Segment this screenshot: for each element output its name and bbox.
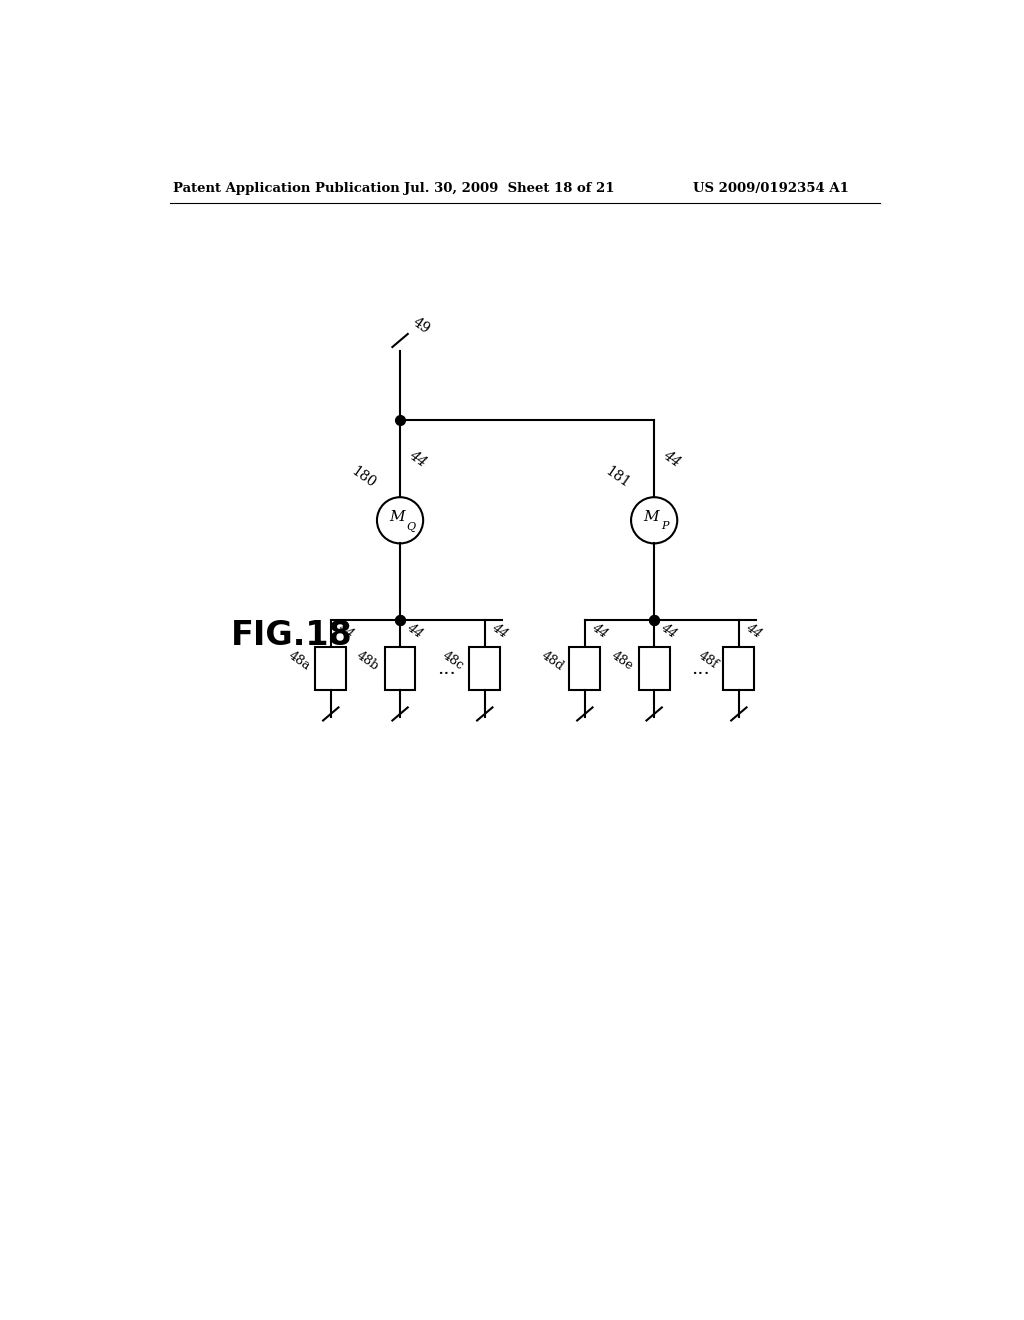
Text: 48e: 48e: [609, 649, 636, 673]
Text: 180: 180: [349, 465, 379, 491]
Text: 48a: 48a: [286, 649, 312, 673]
Text: 44: 44: [336, 622, 356, 642]
Text: FIG.18: FIG.18: [230, 619, 352, 652]
Text: 48b: 48b: [354, 649, 382, 673]
Text: Q: Q: [407, 521, 416, 532]
Bar: [315, 647, 346, 689]
Text: 44: 44: [660, 447, 683, 470]
Text: US 2009/0192354 A1: US 2009/0192354 A1: [692, 182, 849, 194]
Bar: [569, 647, 600, 689]
Text: 44: 44: [590, 622, 610, 642]
Text: Jul. 30, 2009  Sheet 18 of 21: Jul. 30, 2009 Sheet 18 of 21: [403, 182, 614, 194]
Text: 48c: 48c: [440, 649, 466, 673]
Text: 44: 44: [743, 622, 764, 642]
Text: ...: ...: [691, 660, 710, 677]
Bar: [385, 647, 416, 689]
Text: 49: 49: [410, 315, 432, 337]
Text: 44: 44: [407, 447, 429, 470]
Text: M: M: [643, 511, 658, 524]
Text: 44: 44: [489, 622, 510, 642]
Text: Patent Application Publication: Patent Application Publication: [173, 182, 399, 194]
Text: 48d: 48d: [540, 649, 566, 673]
Bar: [639, 647, 670, 689]
Text: 181: 181: [603, 465, 633, 491]
Text: 44: 44: [404, 622, 425, 642]
Bar: [469, 647, 500, 689]
Text: M: M: [389, 511, 404, 524]
Text: 44: 44: [658, 622, 679, 642]
Text: P: P: [662, 521, 669, 532]
Text: ...: ...: [437, 660, 456, 677]
Bar: [724, 647, 755, 689]
Text: 48f: 48f: [696, 649, 720, 672]
